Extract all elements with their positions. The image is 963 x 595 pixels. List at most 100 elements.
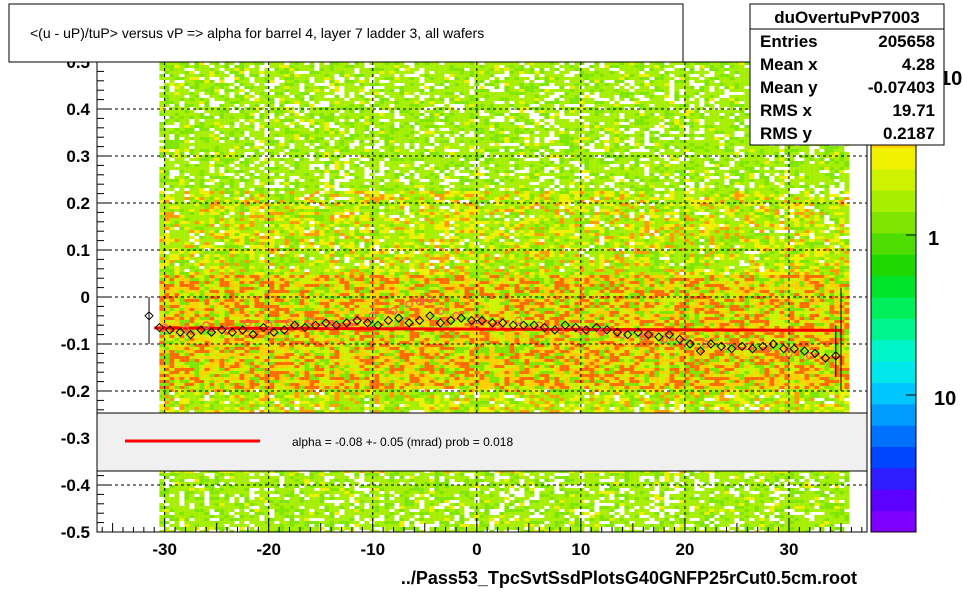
heatmap-cell	[284, 77, 290, 80]
heatmap-cell	[244, 65, 250, 68]
heatmap-cell	[189, 401, 195, 404]
heatmap-cell	[204, 77, 210, 80]
heatmap-cell	[199, 380, 205, 383]
heatmap-cell	[249, 398, 255, 401]
heatmap-cell	[279, 164, 285, 167]
heatmap-cell	[264, 215, 270, 218]
heatmap-cell	[169, 350, 175, 353]
heatmap-cell	[264, 260, 270, 263]
heatmap-cell	[279, 293, 285, 296]
heatmap-cell	[239, 521, 245, 524]
heatmap-cell	[269, 206, 275, 209]
heatmap-cell	[324, 410, 330, 413]
heatmap-cell	[169, 503, 175, 506]
heatmap-cell	[299, 68, 305, 71]
heatmap-cell	[189, 515, 195, 518]
heatmap-cell	[189, 302, 195, 305]
heatmap-cell	[164, 527, 170, 530]
heatmap-cell	[234, 71, 240, 74]
heatmap-cell	[209, 71, 215, 74]
heatmap-cell	[294, 227, 300, 230]
heatmap-cell	[259, 80, 265, 83]
heatmap-cell	[184, 266, 190, 269]
heatmap-cell	[329, 311, 335, 314]
heatmap-cell	[334, 395, 340, 398]
heatmap-cell	[174, 380, 180, 383]
heatmap-cell	[299, 359, 305, 362]
heatmap-cell	[184, 500, 190, 503]
heatmap-cell	[239, 356, 245, 359]
heatmap-cell	[259, 365, 265, 368]
heatmap-cell	[179, 488, 185, 491]
heatmap-cell	[274, 404, 280, 407]
heatmap-cell	[219, 218, 225, 221]
heatmap-cell	[304, 203, 310, 206]
heatmap-cell	[249, 140, 255, 143]
heatmap-cell	[169, 206, 175, 209]
heatmap-cell	[304, 101, 310, 104]
heatmap-cell	[219, 266, 225, 269]
heatmap-cell	[164, 95, 170, 98]
heatmap-cell	[299, 161, 305, 164]
heatmap-cell	[169, 518, 175, 521]
heatmap-cell	[179, 380, 185, 383]
heatmap-cell	[289, 128, 295, 131]
heatmap-cell	[194, 188, 200, 191]
heatmap-cell	[299, 479, 305, 482]
heatmap-cell	[194, 152, 200, 155]
heatmap-cell	[234, 344, 240, 347]
heatmap-cell	[194, 86, 200, 89]
heatmap-cell	[164, 161, 170, 164]
heatmap-cell	[184, 485, 190, 488]
heatmap-cell	[199, 74, 205, 77]
heatmap-cell	[229, 317, 235, 320]
heatmap-cell	[169, 62, 175, 65]
heatmap-cell	[319, 503, 325, 506]
heatmap-cell	[239, 212, 245, 215]
heatmap-cell	[299, 263, 305, 266]
heatmap-cell	[314, 515, 320, 518]
heatmap-cell	[294, 404, 300, 407]
heatmap-cell	[189, 221, 195, 224]
heatmap-cell	[279, 242, 285, 245]
heatmap-cell	[159, 104, 165, 107]
heatmap-cell	[159, 389, 165, 392]
heatmap-cell	[199, 242, 205, 245]
heatmap-cell	[209, 242, 215, 245]
heatmap-cell	[309, 275, 315, 278]
heatmap-cell	[304, 251, 310, 254]
heatmap-cell	[319, 125, 325, 128]
heatmap-cell	[294, 185, 300, 188]
heatmap-cell	[214, 263, 220, 266]
heatmap-cell	[239, 140, 245, 143]
heatmap-cell	[204, 161, 210, 164]
heatmap-cell	[249, 179, 255, 182]
heatmap-cell	[274, 224, 280, 227]
heatmap-cell	[164, 200, 170, 203]
heatmap-cell	[199, 254, 205, 257]
heatmap-cell	[314, 365, 320, 368]
heatmap-cell	[159, 473, 165, 476]
heatmap-cell	[289, 152, 295, 155]
heatmap-cell	[179, 266, 185, 269]
heatmap-cell	[184, 101, 190, 104]
heatmap-cell	[239, 104, 245, 107]
heatmap-cell	[229, 182, 235, 185]
heatmap-cell	[274, 485, 280, 488]
heatmap-cell	[204, 299, 210, 302]
heatmap-cell	[229, 272, 235, 275]
heatmap-cell	[289, 350, 295, 353]
heatmap-cell	[279, 125, 285, 128]
heatmap-cell	[244, 248, 250, 251]
heatmap-cell	[279, 521, 285, 524]
heatmap-cell	[244, 86, 250, 89]
heatmap-cell	[169, 302, 175, 305]
heatmap-cell	[199, 500, 205, 503]
heatmap-cell	[294, 521, 300, 524]
heatmap-cell	[289, 89, 295, 92]
heatmap-cell	[189, 98, 195, 101]
heatmap-cell	[204, 518, 210, 521]
heatmap-cell	[214, 266, 220, 269]
heatmap-cell	[319, 89, 325, 92]
heatmap-cell	[309, 392, 315, 395]
